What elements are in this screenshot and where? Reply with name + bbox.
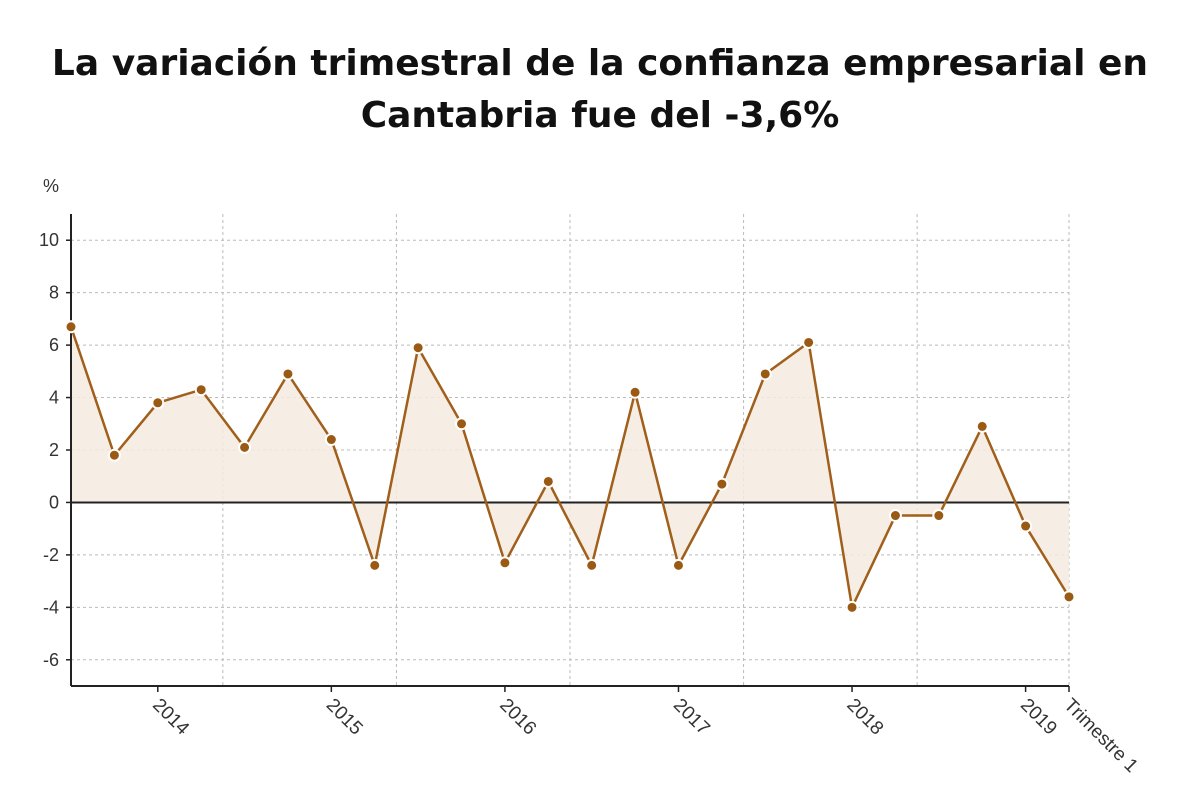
x-tick-label: 2016: [495, 695, 540, 740]
data-point: [1062, 590, 1076, 604]
axes: [66, 214, 1070, 692]
data-point: [628, 385, 642, 399]
series-polyline: [69, 326, 1071, 609]
data-point: [671, 558, 685, 572]
y-tick-label: -2: [43, 545, 59, 565]
data-point: [107, 448, 121, 462]
data-point: [845, 600, 859, 614]
data-point: [238, 440, 252, 454]
data-point: [888, 509, 902, 523]
y-tick-label: 8: [49, 283, 59, 303]
data-point: [64, 320, 78, 334]
y-axis-unit: %: [43, 176, 59, 196]
y-tick-label: 6: [49, 335, 59, 355]
data-point: [151, 396, 165, 410]
y-tick-label: 4: [49, 388, 59, 408]
chart-title: La variación trimestral de la confianza …: [0, 38, 1200, 142]
data-points: [64, 320, 1076, 614]
chart-title-line-1: La variación trimestral de la confianza …: [51, 43, 1149, 84]
y-tick-label: 0: [49, 492, 59, 512]
data-point: [758, 367, 772, 381]
x-tick-label: 2014: [148, 695, 193, 740]
x-tick-label: 2018: [843, 695, 888, 740]
y-tick-label: 10: [39, 230, 59, 250]
y-tick-label: 2: [49, 440, 59, 460]
data-point: [455, 417, 469, 431]
data-point: [194, 383, 208, 397]
x-tick-label: Trimestre 1: [1059, 695, 1141, 777]
data-point: [585, 558, 599, 572]
data-point: [715, 477, 729, 491]
chart-title-line-2: Cantabria fue del -3,6%: [360, 95, 840, 136]
y-axis-labels: 10 8 6 4 2 0 -2 -4 -6: [39, 230, 59, 670]
series-line: [69, 326, 1071, 609]
data-point: [1019, 519, 1033, 533]
x-tick-label: 2019: [1016, 695, 1061, 740]
data-point: [975, 419, 989, 433]
x-tick-label: 2017: [669, 695, 714, 740]
data-point: [411, 341, 425, 355]
data-point: [368, 558, 382, 572]
y-tick-label: -4: [43, 597, 59, 617]
area-fill: [71, 326, 1069, 608]
data-point: [802, 335, 816, 349]
data-point: [324, 433, 338, 447]
y-tick-label: -6: [43, 650, 59, 670]
area-shape: [71, 326, 1069, 608]
data-point: [541, 474, 555, 488]
data-point: [281, 367, 295, 381]
x-tick-label: 2015: [322, 695, 367, 740]
data-point: [498, 556, 512, 570]
data-point: [932, 509, 946, 523]
